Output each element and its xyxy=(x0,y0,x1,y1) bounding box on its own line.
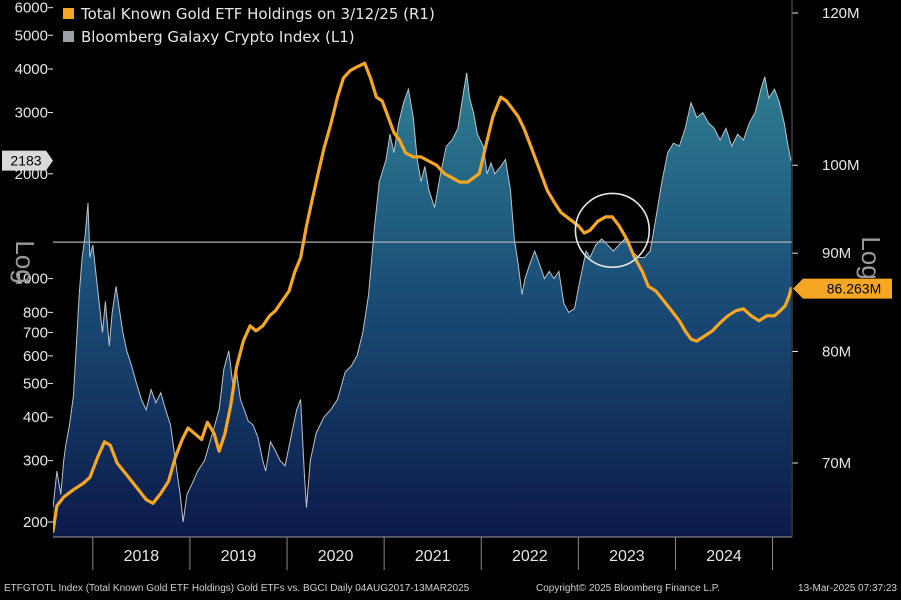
right-axis-label: Log xyxy=(856,236,886,279)
right-tick-label: 120M xyxy=(822,5,860,22)
left-tick-label: 200 xyxy=(23,514,48,531)
legend: Total Known Gold ETF Holdings on 3/12/25… xyxy=(53,0,486,54)
left-tick-label: 500 xyxy=(23,375,48,392)
x-tick-label: 2019 xyxy=(221,548,257,565)
left-tick-label: 4000 xyxy=(15,61,48,78)
left-tick-label: 300 xyxy=(23,453,48,470)
left-current-value: 2183 xyxy=(10,153,41,169)
crypto-index-area xyxy=(53,72,791,537)
right-current-value-badge: 86.263M xyxy=(793,278,892,299)
annotation-circle xyxy=(574,192,651,269)
crypto-index-line xyxy=(53,72,792,523)
right-current-value: 86.263M xyxy=(827,281,881,297)
legend-item-gold: Total Known Gold ETF Holdings on 3/12/25… xyxy=(63,5,435,23)
right-tick-label: 90M xyxy=(822,245,851,262)
left-tick-label: 600 xyxy=(23,348,48,365)
left-current-value-badge: 2183 xyxy=(2,150,53,171)
right-tick-label: 80M xyxy=(822,344,851,361)
right-tick-label: 100M xyxy=(822,157,860,174)
footer-timestamp: 13-Mar-2025 07:37:23 xyxy=(798,583,897,594)
footer: ETFGTOTL Index (Total Known Gold ETF Hol… xyxy=(4,583,897,594)
left-tick-label: 6000 xyxy=(15,0,48,17)
legend-swatch-crypto xyxy=(63,31,74,42)
legend-label-crypto: Bloomberg Galaxy Crypto Index (L1) xyxy=(81,28,355,46)
right-axis: 70M 80M 90M 100M 120M xyxy=(791,0,860,537)
x-tick-label: 2020 xyxy=(318,548,354,565)
legend-swatch-gold xyxy=(63,8,74,19)
left-axis: 2003004005006007008001000200030004000500… xyxy=(15,0,53,531)
x-axis: 2018 2019 2020 2021 2022 2023 2024 xyxy=(53,536,792,570)
left-tick-label: 800 xyxy=(23,304,48,321)
right-tick-label: 70M xyxy=(822,455,851,472)
gold-etf-holdings-line xyxy=(53,61,792,533)
left-tick-label: 700 xyxy=(23,325,48,342)
x-tick-label: 2018 xyxy=(124,548,160,565)
footer-description: ETFGTOTL Index (Total Known Gold ETF Hol… xyxy=(4,583,470,594)
x-tick-label: 2024 xyxy=(706,548,742,565)
left-tick-label: 400 xyxy=(23,409,48,426)
legend-background xyxy=(53,0,486,54)
left-axis-label: Log xyxy=(10,240,40,283)
plot-area xyxy=(53,61,792,537)
left-tick-label: 3000 xyxy=(15,105,48,122)
legend-label-gold: Total Known Gold ETF Holdings on 3/12/25… xyxy=(80,5,435,23)
left-tick-label: 1000 xyxy=(15,271,48,288)
legend-item-crypto: Bloomberg Galaxy Crypto Index (L1) xyxy=(63,28,355,46)
x-tick-label: 2022 xyxy=(512,548,548,565)
footer-copyright: Copyright© 2025 Bloomberg Finance L.P. xyxy=(536,583,720,594)
left-tick-label: 5000 xyxy=(15,27,48,44)
x-tick-label: 2021 xyxy=(415,548,451,565)
x-tick-label: 2023 xyxy=(609,548,645,565)
